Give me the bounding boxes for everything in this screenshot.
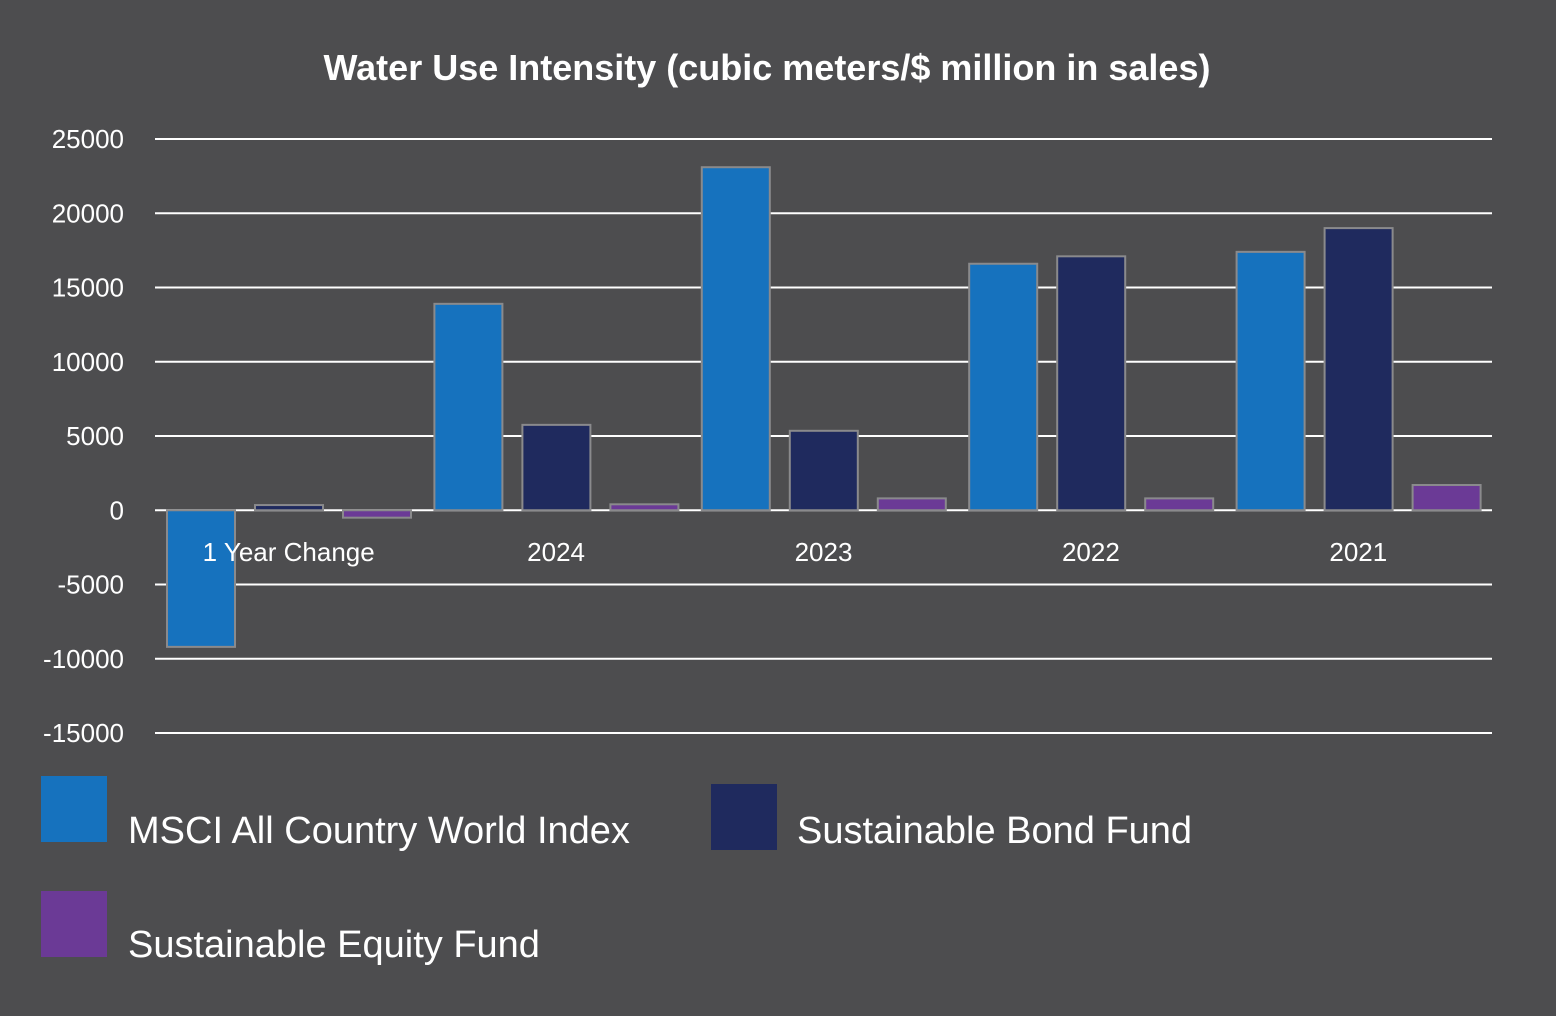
y-tick-label: 20000 bbox=[52, 198, 124, 228]
y-tick-label: 10000 bbox=[52, 347, 124, 377]
bar-sustainable-bond-fund-1-year-change bbox=[254, 504, 324, 512]
bar-msci-all-country-world-index-2021 bbox=[1235, 250, 1306, 512]
y-axis-ticks: 25000 20000 15000 10000 5000 0 -5000 -10000 -150… bbox=[43, 124, 124, 748]
chart-title: Water Use Intensity (cubic meters/$ mill… bbox=[324, 47, 1211, 88]
bar-msci-all-country-world-index-2024 bbox=[433, 302, 504, 512]
y-tick-label: 0 bbox=[110, 495, 124, 525]
x-category-label: 1 Year Change bbox=[203, 537, 375, 567]
legend-label-sustainable-equity-fund: Sustainable Equity Fund bbox=[128, 924, 540, 966]
y-tick-label: 15000 bbox=[52, 273, 124, 303]
legend-swatch-sustainable-equity-fund bbox=[41, 891, 107, 957]
bar-layer bbox=[166, 166, 1482, 648]
bar-sustainable-bond-fund-2024 bbox=[521, 423, 592, 512]
bar-sustainable-equity-fund-2021 bbox=[1411, 484, 1482, 512]
y-tick-label: -5000 bbox=[58, 570, 125, 600]
bar-sustainable-bond-fund-2021 bbox=[1323, 227, 1394, 512]
bar-sustainable-equity-fund-2022 bbox=[1144, 497, 1215, 512]
bar-sustainable-equity-fund-2023 bbox=[876, 497, 947, 512]
legend: MSCI All Country World Index Sustainable … bbox=[41, 776, 1192, 966]
x-category-label: 2023 bbox=[795, 537, 853, 567]
bar-sustainable-bond-fund-2023 bbox=[788, 429, 859, 512]
legend-swatch-sustainable-bond-fund bbox=[711, 784, 777, 850]
y-tick-label: 5000 bbox=[66, 421, 124, 451]
y-tick-label: -15000 bbox=[43, 718, 124, 748]
bar-msci-all-country-world-index-2022 bbox=[968, 262, 1039, 512]
x-category-label: 2021 bbox=[1329, 537, 1387, 567]
legend-swatch-msci-all-country-world-index bbox=[41, 776, 107, 842]
x-axis-categories: 1 Year Change 2024 2023 2022 2021 bbox=[203, 537, 1388, 567]
y-tick-label: 25000 bbox=[52, 124, 124, 154]
bar-sustainable-equity-fund-2024 bbox=[609, 503, 680, 512]
bar-msci-all-country-world-index-1-year-change bbox=[166, 509, 236, 648]
legend-label-sustainable-bond-fund: Sustainable Bond Fund bbox=[797, 810, 1192, 852]
bar-sustainable-equity-fund-1-year-change bbox=[342, 509, 412, 519]
bar-msci-all-country-world-index-2023 bbox=[700, 166, 771, 512]
bar-sustainable-bond-fund-2022 bbox=[1056, 255, 1127, 512]
legend-label-msci-all-country-world-index: MSCI All Country World Index bbox=[128, 810, 630, 852]
x-category-label: 2022 bbox=[1062, 537, 1120, 567]
y-tick-label: -10000 bbox=[43, 644, 124, 674]
x-category-label: 2024 bbox=[527, 537, 585, 567]
